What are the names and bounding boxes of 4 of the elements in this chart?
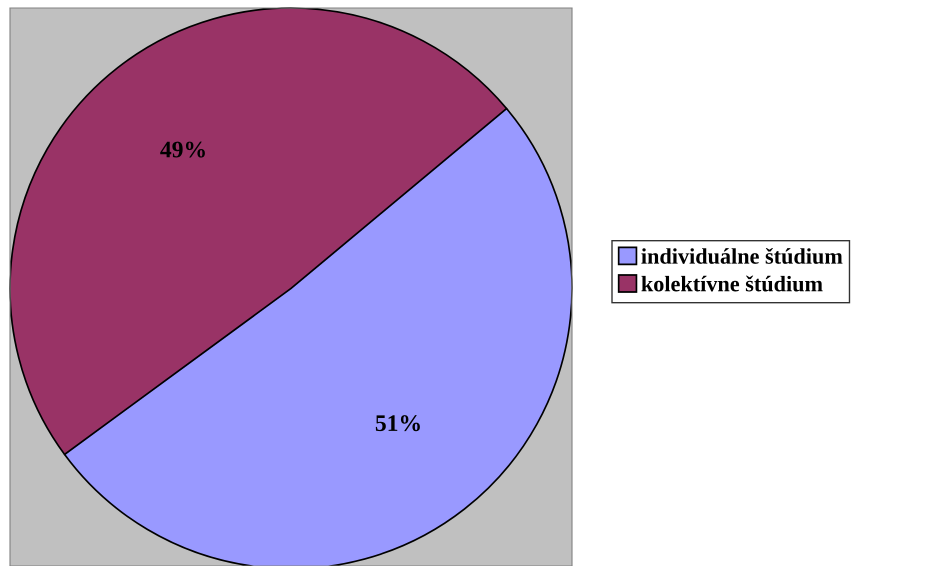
legend-label: individuálne štúdium bbox=[641, 248, 842, 264]
legend-label: kolektívne štúdium bbox=[641, 276, 823, 292]
data-label: 49% bbox=[160, 142, 205, 158]
data-label: 51% bbox=[376, 415, 420, 432]
